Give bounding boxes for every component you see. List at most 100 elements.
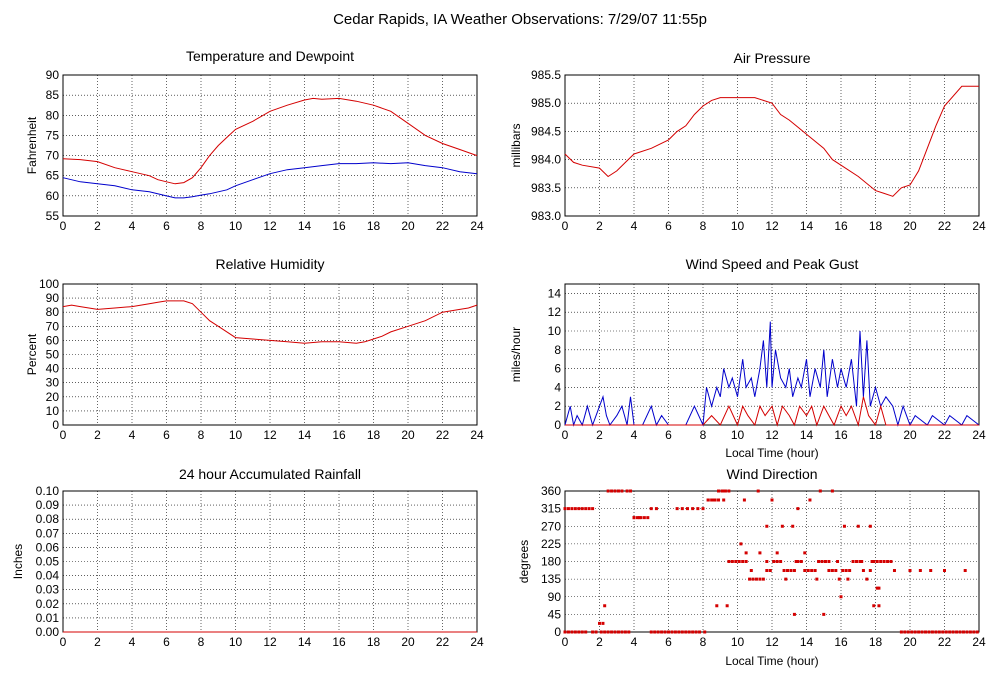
page-title: Cedar Rapids, IA Weather Observations: 7… <box>333 11 707 28</box>
wind-x-tick-label: 2 <box>596 428 603 442</box>
direction-point <box>913 630 917 634</box>
temp-x-tick-label: 16 <box>332 219 346 233</box>
direction-point <box>822 612 826 616</box>
direction-point <box>685 507 689 511</box>
direction-point <box>910 630 914 634</box>
temp-x-tick-label: 24 <box>470 219 484 233</box>
wind-x-tick-label: 14 <box>800 428 814 442</box>
direction-point <box>670 630 674 634</box>
direction-point <box>861 569 865 573</box>
direction-point <box>654 507 658 511</box>
direction-point <box>751 577 755 581</box>
humidity-x-tick-label: 24 <box>470 428 484 442</box>
direction-point <box>815 577 819 581</box>
direction-point <box>820 560 824 563</box>
direction-point <box>827 560 831 563</box>
direction-point <box>642 516 646 520</box>
direction-point <box>727 560 731 563</box>
direction-point <box>613 630 617 634</box>
rain-y-tick-label: 0.06 <box>36 540 60 554</box>
direction-point <box>775 551 779 555</box>
wind-y-axis-label: miles/hour <box>509 327 523 382</box>
direction-point <box>786 569 790 573</box>
direction-x-tick-label: 8 <box>700 635 707 649</box>
direction-y-tick-label: 270 <box>541 519 561 533</box>
direction-point <box>799 560 803 563</box>
direction-point <box>566 507 570 511</box>
direction-point <box>975 630 979 634</box>
direction-x-tick-label: 18 <box>869 635 883 649</box>
direction-point <box>734 560 738 563</box>
rain-x-tick-label: 6 <box>163 635 170 649</box>
direction-point <box>965 630 969 634</box>
direction-point <box>839 595 843 599</box>
direction-point <box>584 507 588 511</box>
direction-point <box>937 630 941 634</box>
direction-point <box>573 507 577 511</box>
direction-point <box>813 569 817 573</box>
direction-point <box>748 577 752 581</box>
direction-point <box>632 516 636 520</box>
pressure-x-tick-label: 12 <box>765 219 779 233</box>
pressure-x-tick-label: 4 <box>631 219 638 233</box>
rain-y-tick-label: 0.07 <box>36 526 60 540</box>
direction-point <box>598 621 601 625</box>
direction-point <box>656 630 660 634</box>
humidity-x-tick-label: 20 <box>401 428 415 442</box>
direction-point <box>742 498 746 502</box>
direction-x-tick-label: 22 <box>938 635 952 649</box>
direction-point <box>791 524 795 528</box>
direction-point <box>794 560 798 563</box>
direction-point <box>698 630 702 634</box>
humidity-chart-title: Relative Humidity <box>216 256 325 272</box>
direction-point <box>710 498 714 502</box>
direction-y-tick-label: 90 <box>548 590 562 604</box>
temp-x-tick-label: 22 <box>436 219 450 233</box>
direction-point <box>810 569 814 573</box>
direction-point <box>703 630 707 634</box>
direction-y-tick-label: 45 <box>548 607 562 621</box>
direction-point <box>924 630 928 634</box>
pressure-series-line-0 <box>564 85 979 197</box>
rain-x-tick-label: 22 <box>436 635 450 649</box>
direction-point <box>620 489 624 493</box>
pressure-y-tick-label: 984.0 <box>531 153 561 167</box>
pressure-y-tick-label: 985.0 <box>531 96 561 110</box>
direction-point <box>584 630 588 634</box>
wind-x-tick-label: 12 <box>765 428 779 442</box>
rain-x-tick-label: 24 <box>470 635 484 649</box>
humidity-y-tick-label: 40 <box>46 362 60 376</box>
direction-point <box>772 560 776 563</box>
direction-point <box>591 630 595 634</box>
direction-point <box>660 630 664 634</box>
direction-point <box>677 630 681 634</box>
humidity-x-tick-label: 18 <box>367 428 381 442</box>
direction-point <box>841 569 845 573</box>
direction-point <box>594 630 598 634</box>
direction-point <box>570 630 574 634</box>
direction-point <box>601 621 605 625</box>
direction-y-tick-label: 360 <box>541 484 561 498</box>
direction-point <box>775 560 779 563</box>
direction-point <box>680 630 684 634</box>
direction-point <box>917 630 921 634</box>
direction-point <box>903 630 907 634</box>
direction-point <box>627 630 631 634</box>
temp-x-tick-label: 12 <box>263 219 277 233</box>
direction-x-tick-label: 24 <box>972 635 986 649</box>
direction-x-tick-label: 2 <box>596 635 603 649</box>
direction-point <box>951 630 955 634</box>
direction-x-tick-label: 20 <box>903 635 917 649</box>
direction-point <box>725 604 729 608</box>
direction-point <box>908 569 912 573</box>
humidity-y-tick-label: 80 <box>46 305 60 319</box>
temp-y-tick-label: 80 <box>46 108 60 122</box>
direction-point <box>741 560 745 563</box>
wind-y-tick-label: 10 <box>548 324 562 338</box>
direction-point <box>792 569 796 573</box>
direction-point <box>744 560 748 563</box>
direction-point <box>934 630 938 634</box>
direction-point <box>691 630 695 634</box>
direction-point <box>842 524 846 528</box>
